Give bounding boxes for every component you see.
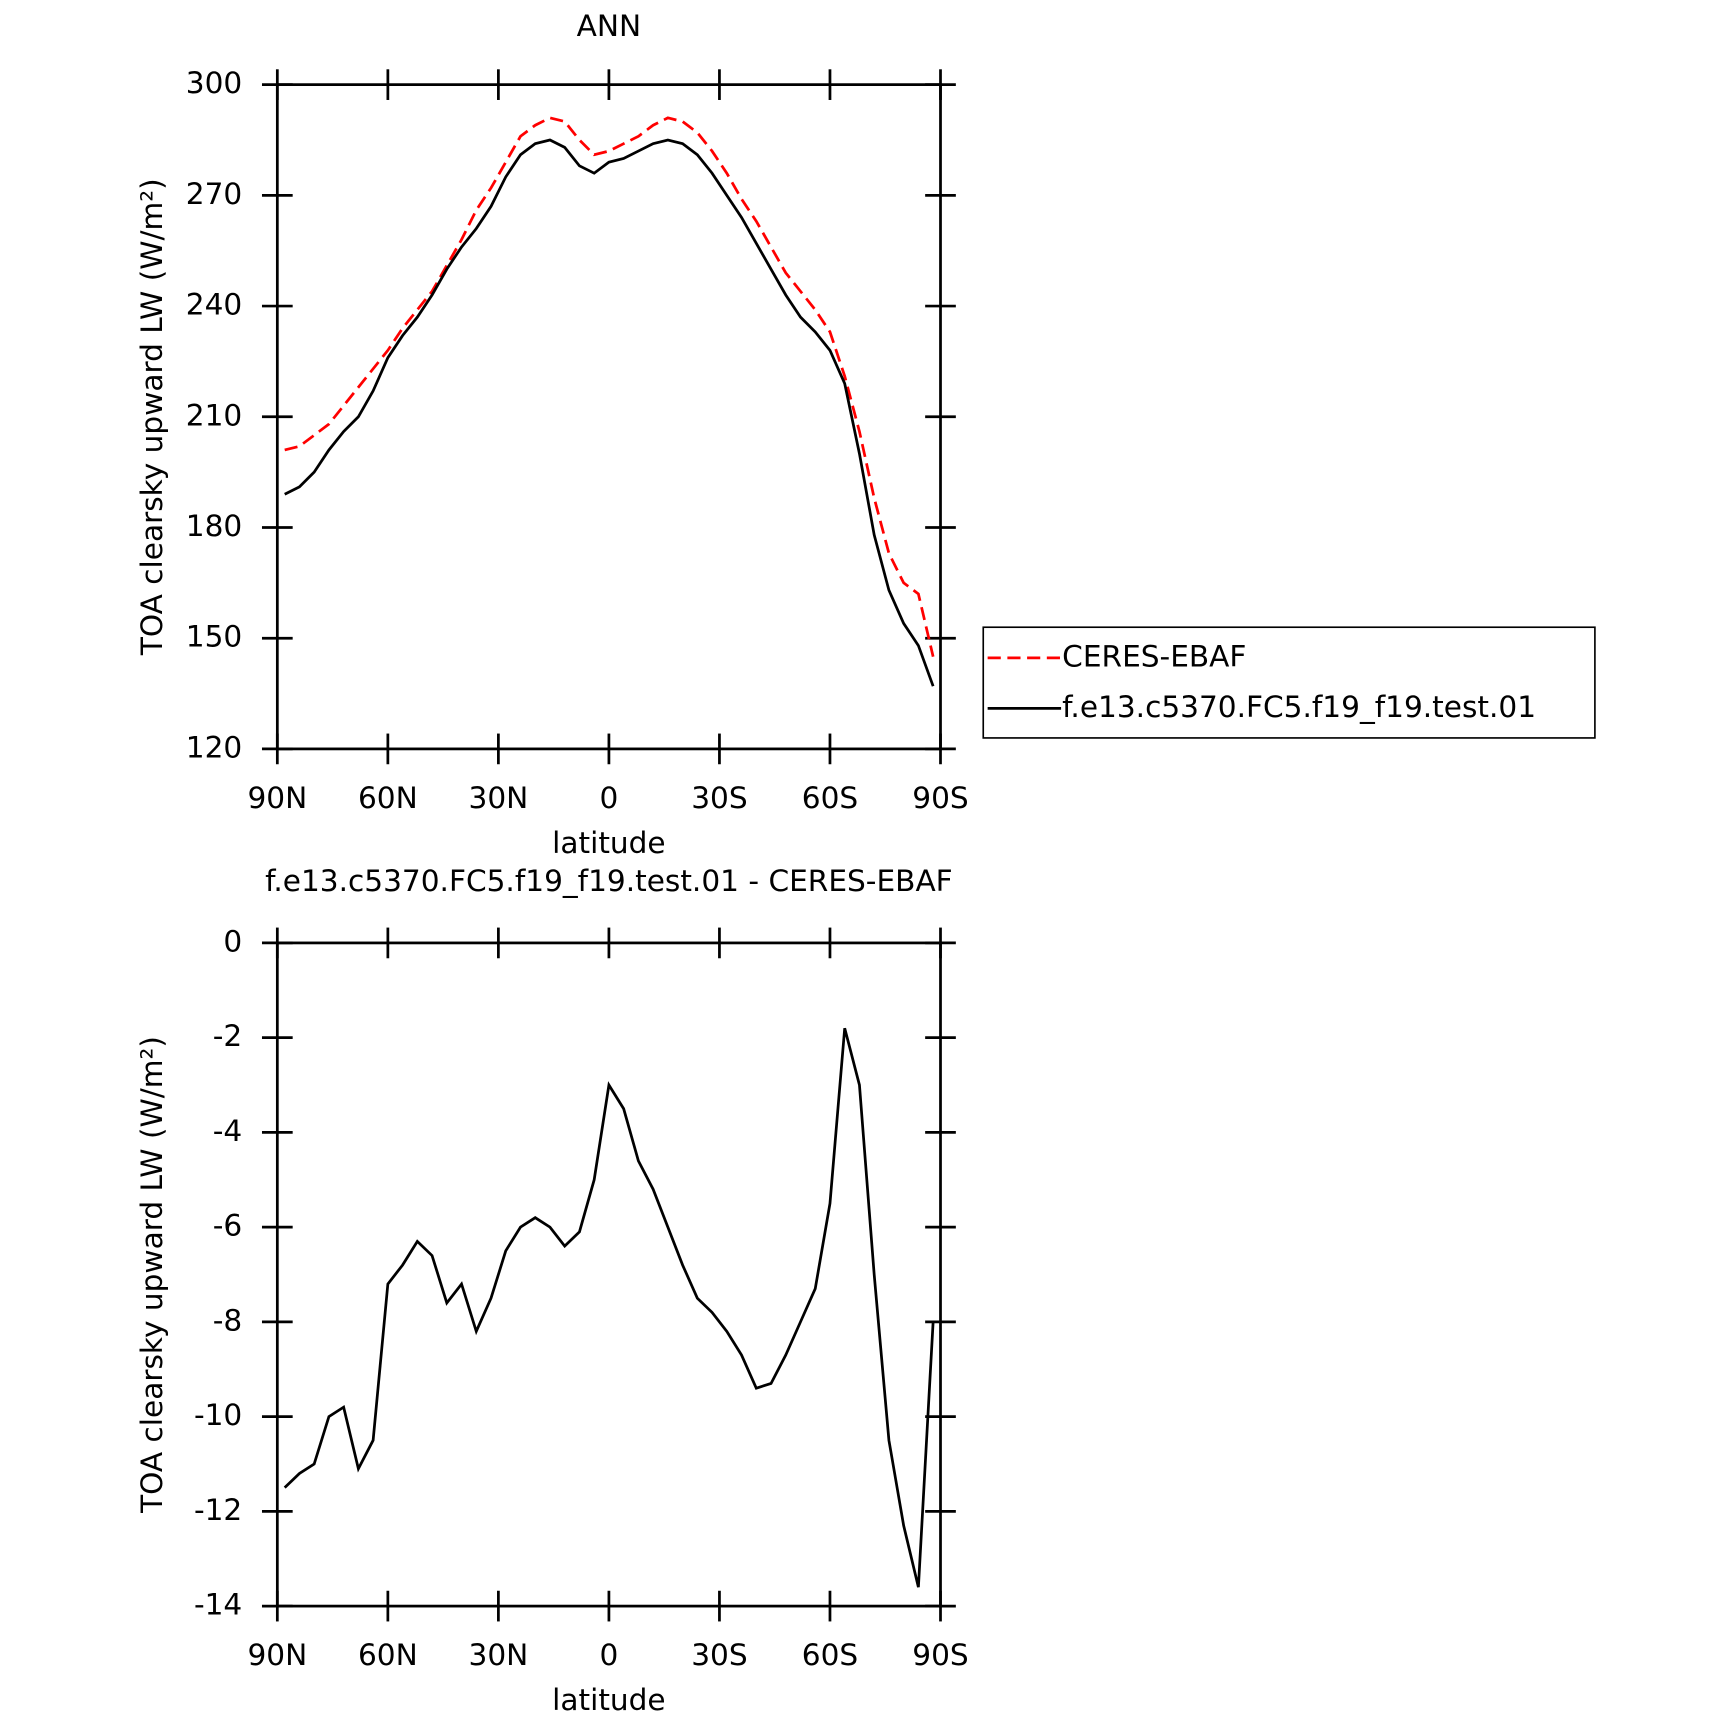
y-tick-label: -10	[194, 1398, 242, 1432]
y-tick-label: 270	[186, 177, 242, 211]
x-tick-label: 60S	[802, 1638, 858, 1672]
x-tick-label: 90S	[912, 1638, 968, 1672]
x-tick-label: 30N	[469, 781, 529, 815]
x-axis-label: latitude	[552, 826, 665, 860]
x-tick-label: 90N	[247, 781, 307, 815]
x-tick-label: 0	[599, 1638, 618, 1672]
plot-frame	[275, 941, 942, 1608]
y-tick-label: -4	[213, 1114, 243, 1148]
x-tick-label: 90S	[912, 781, 968, 815]
y-tick-label: -14	[194, 1588, 242, 1622]
legend-box	[982, 626, 1596, 739]
x-axis-label: latitude	[552, 1683, 665, 1717]
data-line	[284, 116, 935, 657]
y-tick-label: -8	[213, 1303, 243, 1337]
data-line	[283, 1027, 935, 1588]
y-tick-label: 180	[186, 509, 242, 543]
y-tick-label: -6	[213, 1209, 243, 1243]
chart-title: ANN	[577, 9, 642, 43]
x-tick-label: 0	[599, 781, 618, 815]
y-tick-label: 120	[186, 730, 242, 764]
plot-frame	[275, 83, 942, 751]
y-axis-label: TOA clearsky upward LW (W/m²)	[135, 1036, 169, 1514]
x-tick-label: 30S	[691, 1638, 747, 1672]
y-tick-label: 300	[186, 66, 242, 100]
y-axis-label: TOA clearsky upward LW (W/m²)	[135, 178, 169, 656]
y-tick-label: -12	[194, 1493, 242, 1527]
legend-label: f.e13.c5370.FC5.f19_f19.test.01	[1062, 690, 1536, 724]
y-tick-label: 210	[186, 398, 242, 432]
y-tick-label: -2	[213, 1019, 243, 1053]
y-tick-label: 150	[186, 620, 242, 654]
chart-title: f.e13.c5370.FC5.f19_f19.test.01 - CERES-…	[265, 864, 953, 898]
x-tick-label: 30S	[691, 781, 747, 815]
y-tick-label: 240	[186, 288, 242, 322]
x-tick-label: 30N	[469, 1638, 529, 1672]
x-tick-label: 90N	[247, 1638, 307, 1672]
x-tick-label: 60N	[358, 1638, 418, 1672]
data-line	[284, 138, 935, 687]
y-tick-label: 0	[223, 924, 242, 958]
x-tick-label: 60N	[358, 781, 418, 815]
x-tick-label: 60S	[802, 781, 858, 815]
legend-label: CERES-EBAF	[1062, 639, 1246, 673]
